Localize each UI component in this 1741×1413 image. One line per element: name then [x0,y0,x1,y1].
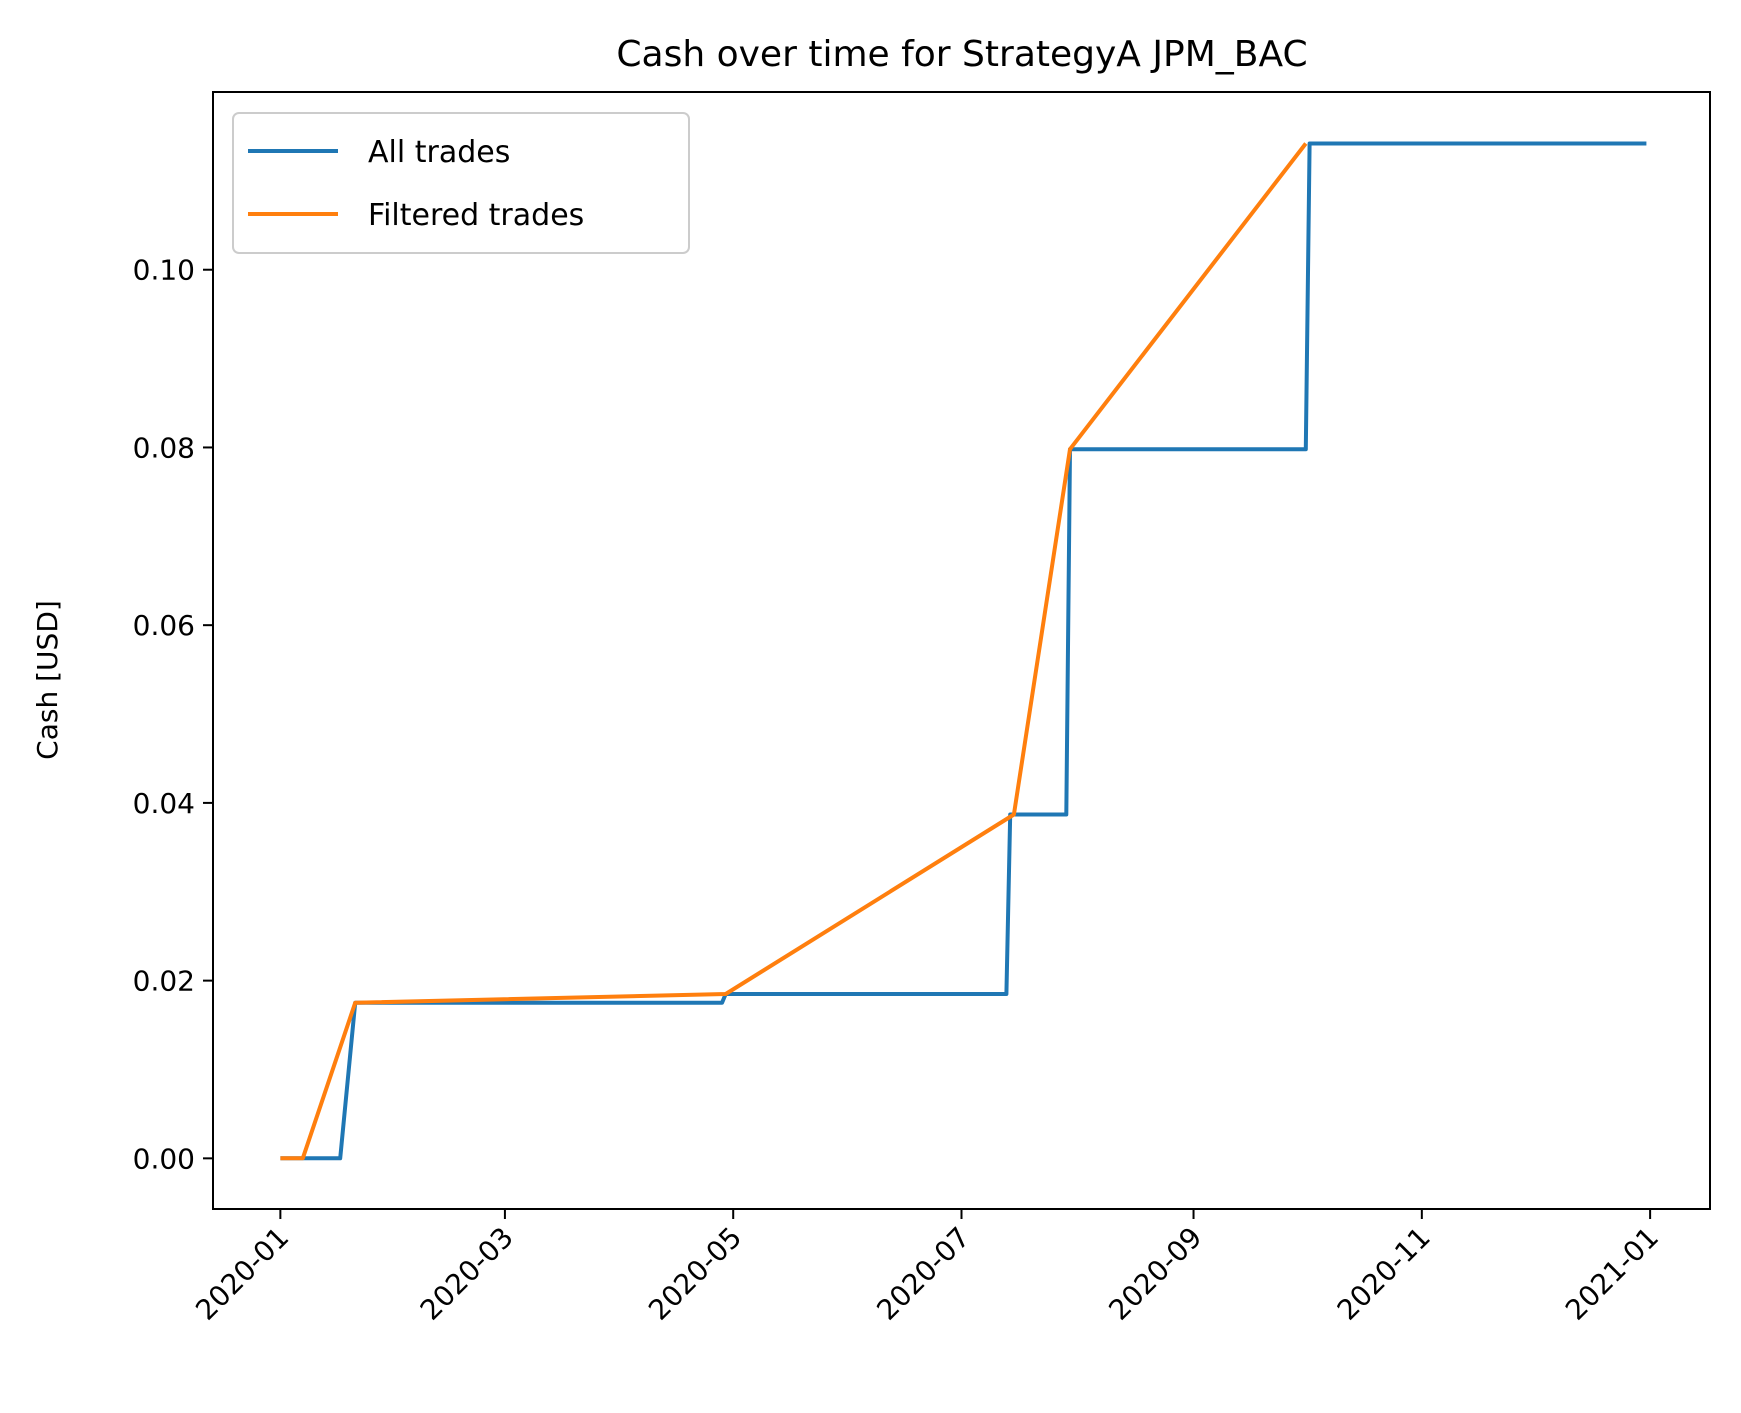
series-line-all-trades [280,141,1647,1161]
y-tick-label: 0.00 [133,1142,195,1175]
legend: All trades Filtered trades [232,112,690,254]
y-tick-label: 0.10 [133,254,195,287]
y-tick-label: 0.02 [133,965,195,998]
legend-box [232,112,690,254]
y-tick-label: 0.08 [133,431,195,464]
y-tick-label: 0.06 [133,609,195,642]
y-axis: 0.00 0.02 0.04 0.06 0.08 0.10 [133,254,213,1175]
y-tick-label: 0.04 [133,787,195,820]
y-axis-label: Cash [USD] [31,600,64,760]
chart-title: Cash over time for StrategyA JPM_BAC [616,34,1307,75]
legend-label: Filtered trades [368,198,584,233]
series-line-filtered-trades [280,142,1308,1161]
series-layer [280,141,1647,1161]
legend-label: All trades [368,135,510,170]
